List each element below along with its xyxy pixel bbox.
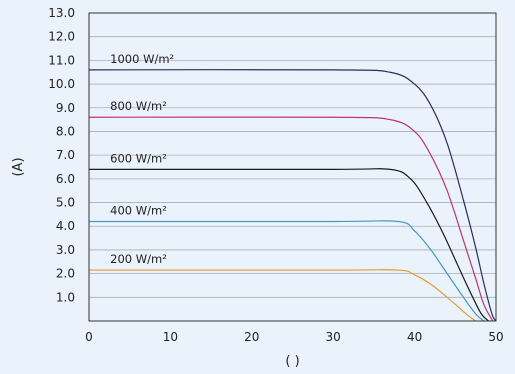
series-curve (88, 116, 494, 322)
y-tick-label: 3.0 (56, 243, 75, 257)
y-tick-label: 9.0 (56, 101, 75, 115)
x-tick-label: 10 (163, 330, 178, 344)
series-label: 1000 W/m² (110, 52, 174, 66)
y-tick-label: 1.0 (56, 290, 75, 304)
plot-area-frame (88, 12, 497, 322)
x-tick-label: 40 (407, 330, 422, 344)
x-tick-label: 50 (488, 330, 503, 344)
y-tick-label: 4.0 (56, 219, 75, 233)
series-label: 400 W/m² (110, 203, 167, 217)
y-tick-label: 6.0 (56, 172, 75, 186)
y-tick-label: 7.0 (56, 148, 75, 162)
y-axis-title: (A) (11, 157, 26, 176)
series-curve (88, 168, 490, 322)
x-axis-title: ( ) (285, 354, 299, 369)
x-tick-labels: 0 10 20 30 40 50 (85, 330, 503, 344)
series-labels: 1000 W/m² 800 W/m² 600 W/m² 400 W/m² 200 W/m… (110, 52, 174, 266)
series-curve (89, 220, 485, 322)
y-tick-label: 11.0 (48, 53, 75, 67)
series-curves (88, 69, 497, 322)
series-curve (88, 69, 497, 322)
x-tick-label: 30 (326, 330, 341, 344)
y-tick-label: 12.0 (48, 30, 75, 44)
series-curve (89, 269, 477, 322)
x-tick-label: 20 (244, 330, 259, 344)
y-tick-label: 5.0 (56, 196, 75, 210)
y-tick-label: 10.0 (48, 77, 75, 91)
y-tick-label: 2.0 (56, 267, 75, 281)
y-tick-label: 13.0 (48, 6, 75, 20)
series-label: 600 W/m² (110, 151, 167, 165)
series-label: 200 W/m² (110, 252, 167, 266)
y-tick-label: 8.0 (56, 124, 75, 138)
x-tick-label: 0 (85, 330, 93, 344)
y-tick-labels: 1.0 2.0 3.0 4.0 5.0 6.0 7.0 8.0 9.0 10.0 11.0 12.0 1… (48, 6, 75, 304)
series-label: 800 W/m² (110, 99, 167, 113)
